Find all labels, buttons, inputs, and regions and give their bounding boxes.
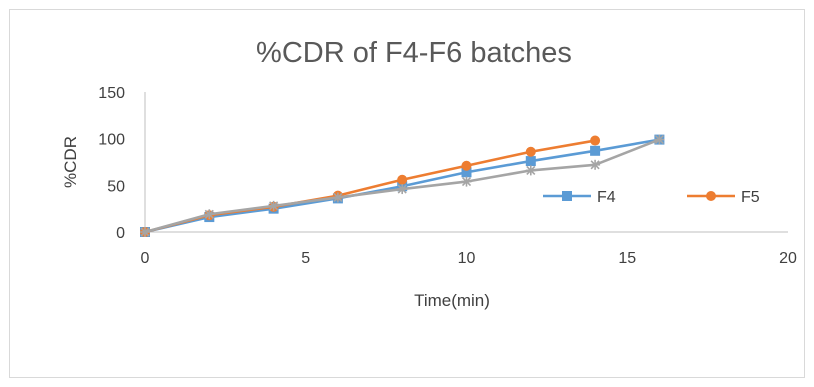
legend-marker	[706, 191, 716, 201]
x-tick-label: 15	[618, 250, 636, 267]
x-tick-label: 0	[141, 250, 150, 267]
chart-title: %CDR of F4-F6 batches	[256, 37, 572, 69]
data-point	[654, 134, 665, 145]
data-point	[590, 135, 601, 146]
y-axis-label: %CDR	[61, 136, 80, 188]
legend-label: F5	[741, 189, 760, 206]
data-point	[397, 174, 408, 185]
data-point	[525, 146, 536, 157]
data-point	[590, 145, 601, 156]
data-point	[461, 176, 472, 187]
x-axis-label: Time(min)	[414, 291, 490, 310]
legend-label: F4	[597, 189, 616, 206]
data-point	[140, 227, 150, 237]
legend-entry: F5	[687, 189, 760, 206]
data-point	[461, 167, 472, 178]
x-axis: 0 5 10 15 20	[141, 231, 797, 267]
y-tick-label: 100	[98, 132, 125, 149]
data-point	[397, 184, 408, 195]
data-point	[332, 192, 343, 203]
legend: F4F5F6	[543, 189, 760, 206]
x-tick-label: 20	[779, 250, 797, 267]
x-tick-label: 5	[301, 250, 310, 267]
y-tick-label: 150	[98, 85, 125, 102]
y-axis: 0 50 100 150	[98, 85, 146, 242]
y-tick-label: 50	[107, 178, 125, 195]
data-point	[204, 209, 215, 220]
plot-area	[140, 134, 665, 237]
data-point	[461, 160, 472, 171]
data-point	[268, 200, 279, 211]
series-f6	[140, 134, 665, 237]
legend-marker	[562, 191, 572, 201]
y-tick-label: 0	[116, 225, 125, 242]
data-point	[525, 156, 536, 167]
legend-entry: F4	[543, 189, 616, 206]
data-point	[525, 165, 536, 176]
data-point	[590, 159, 601, 170]
x-tick-label: 10	[458, 250, 476, 267]
chart-frame	[9, 9, 805, 378]
